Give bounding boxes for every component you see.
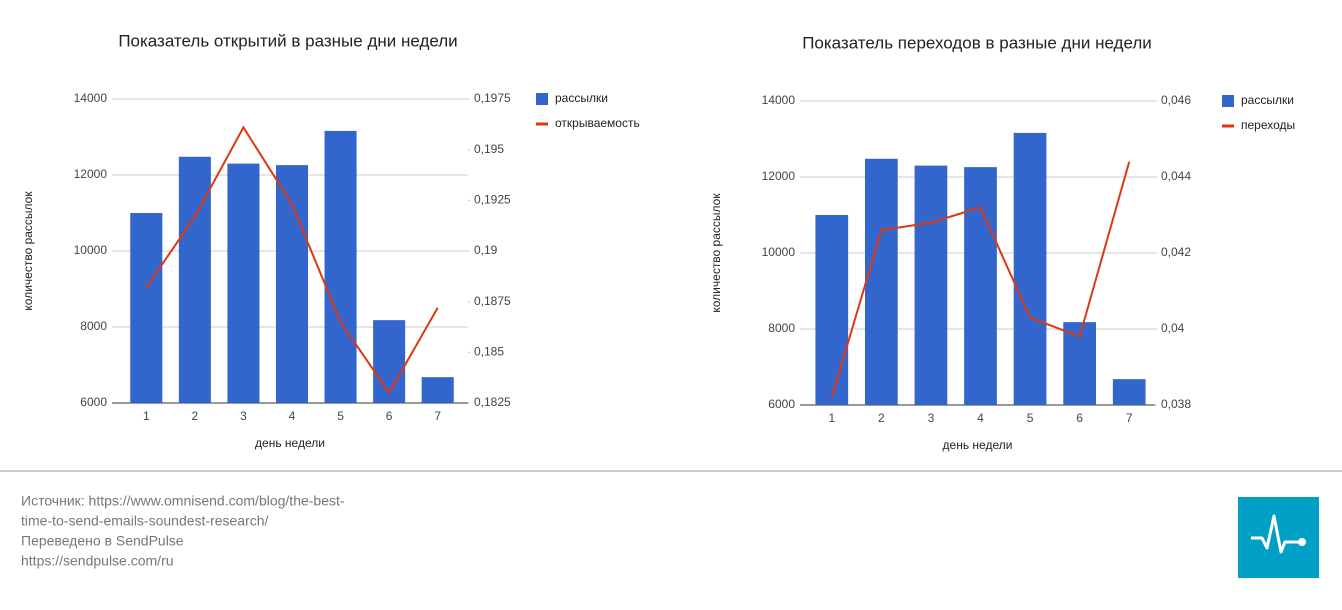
y2-tick-label: 0,044 <box>1161 169 1191 183</box>
x-tick-label: 3 <box>240 409 247 423</box>
line <box>145 125 439 395</box>
y-tick-label: 8000 <box>768 321 795 335</box>
bar <box>964 167 997 405</box>
footer-line: Источник: https://www.omnisend.com/blog/… <box>21 493 345 509</box>
y-axis-label: количество рассылок <box>21 191 35 311</box>
x-tick-label: 1 <box>828 411 835 425</box>
legend-swatch <box>1222 95 1234 107</box>
legend-label: переходы <box>1241 118 1295 132</box>
bar <box>864 158 898 405</box>
legend-swatch <box>536 93 548 105</box>
line <box>830 161 1131 398</box>
y-tick-label: 14000 <box>762 93 796 107</box>
bar <box>1013 132 1047 406</box>
bar <box>324 130 357 404</box>
x-tick-label: 1 <box>143 409 150 423</box>
x-tick-label: 4 <box>977 411 984 425</box>
bar <box>421 377 454 403</box>
logo <box>1238 497 1319 578</box>
bar <box>130 213 163 403</box>
y2-tick-label: 0,195 <box>474 142 504 156</box>
x-tick-label: 7 <box>1126 411 1133 425</box>
y2-tick-label: 0,04 <box>1161 321 1185 335</box>
y-tick-label: 10000 <box>74 243 108 257</box>
y2-tick-label: 0,1825 <box>474 395 511 409</box>
footer-line: Переведено в SendPulse <box>21 533 184 549</box>
legend-label: открываемость <box>555 116 640 130</box>
x-tick-label: 2 <box>878 411 885 425</box>
x-axis-label: день недели <box>943 438 1013 452</box>
y-tick-label: 12000 <box>74 167 108 181</box>
bar <box>815 215 849 405</box>
y2-tick-label: 0,1925 <box>474 193 511 207</box>
legend-label: рассылки <box>1241 93 1294 107</box>
x-axis-label: день недели <box>255 436 325 450</box>
bar <box>178 156 211 403</box>
chart-title: Показатель открытий в разные дни недели <box>118 31 457 50</box>
y-tick-label: 6000 <box>80 395 107 409</box>
bar <box>227 163 260 403</box>
chart-title: Показатель переходов в разные дни недели <box>802 33 1152 52</box>
y-tick-label: 6000 <box>768 397 795 411</box>
y-tick-label: 10000 <box>762 245 796 259</box>
legend-label: рассылки <box>555 91 608 105</box>
y2-tick-label: 0,1975 <box>474 91 511 105</box>
x-tick-label: 5 <box>337 409 344 423</box>
x-tick-label: 2 <box>192 409 199 423</box>
x-tick-label: 6 <box>1076 411 1083 425</box>
x-tick-label: 6 <box>386 409 393 423</box>
y2-tick-label: 0,19 <box>474 243 498 257</box>
y-tick-label: 8000 <box>80 319 107 333</box>
legend-swatch <box>536 122 548 126</box>
y-tick-label: 14000 <box>74 91 108 105</box>
legend-swatch <box>1222 124 1234 128</box>
x-tick-label: 5 <box>1027 411 1034 425</box>
footer-line: time-to-send-emails-soundest-research/ <box>21 513 269 529</box>
bar <box>373 320 406 403</box>
x-tick-label: 4 <box>289 409 296 423</box>
x-tick-label: 7 <box>434 409 441 423</box>
y2-tick-label: 0,042 <box>1161 245 1191 259</box>
y2-tick-label: 0,185 <box>474 345 504 359</box>
y-tick-label: 12000 <box>762 169 796 183</box>
x-tick-label: 3 <box>928 411 935 425</box>
y2-tick-label: 0,046 <box>1161 93 1191 107</box>
bar <box>275 165 309 403</box>
y2-tick-label: 0,1875 <box>474 294 511 308</box>
footer-line: https://sendpulse.com/ru <box>21 553 174 569</box>
bar <box>914 165 948 405</box>
y-axis-label: количество рассылок <box>709 193 723 313</box>
bar <box>1112 379 1146 405</box>
y2-tick-label: 0,038 <box>1161 397 1191 411</box>
